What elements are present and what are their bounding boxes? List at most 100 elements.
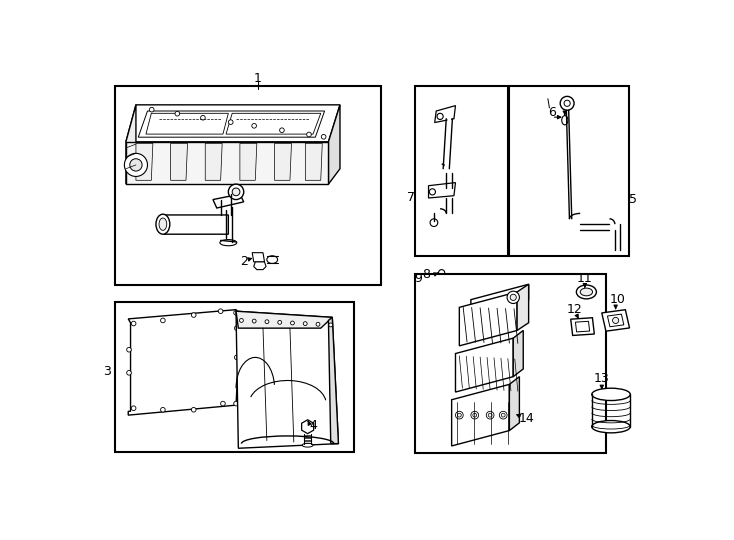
Bar (415, 274, 606, 453)
Circle shape (499, 411, 507, 419)
Circle shape (252, 319, 256, 323)
Polygon shape (471, 284, 528, 315)
Circle shape (291, 321, 294, 325)
Polygon shape (608, 314, 624, 327)
Circle shape (150, 107, 154, 112)
Text: 13: 13 (594, 373, 610, 386)
Circle shape (507, 291, 520, 303)
Circle shape (127, 370, 131, 375)
Circle shape (501, 413, 505, 417)
Circle shape (471, 411, 479, 419)
Circle shape (234, 355, 239, 360)
Circle shape (239, 319, 244, 322)
Circle shape (430, 219, 437, 226)
Circle shape (487, 411, 494, 419)
Circle shape (233, 401, 239, 406)
Text: 1: 1 (254, 72, 261, 85)
Text: 14: 14 (518, 413, 534, 426)
Bar (509, 86, 629, 256)
Text: 10: 10 (609, 293, 625, 306)
Polygon shape (429, 183, 456, 198)
Polygon shape (517, 284, 528, 330)
Circle shape (564, 100, 570, 106)
Text: 8: 8 (422, 268, 430, 281)
Circle shape (457, 413, 461, 417)
Circle shape (613, 318, 619, 323)
Circle shape (560, 96, 574, 110)
Text: 2: 2 (240, 255, 247, 268)
Polygon shape (513, 330, 523, 377)
Circle shape (228, 120, 233, 124)
Text: 6: 6 (548, 106, 556, 119)
Polygon shape (226, 113, 321, 134)
Polygon shape (275, 143, 291, 180)
Circle shape (161, 408, 165, 412)
Circle shape (221, 401, 225, 406)
Bar (415, 86, 508, 256)
Circle shape (307, 132, 311, 137)
Polygon shape (146, 113, 228, 134)
Text: 9: 9 (415, 272, 423, 285)
Polygon shape (254, 262, 266, 269)
Circle shape (232, 188, 240, 195)
Circle shape (265, 320, 269, 323)
Polygon shape (328, 105, 340, 184)
Text: 11: 11 (577, 272, 593, 285)
Polygon shape (451, 384, 509, 446)
Circle shape (234, 326, 239, 330)
Circle shape (303, 322, 307, 326)
Polygon shape (456, 338, 513, 392)
Polygon shape (236, 311, 338, 448)
Circle shape (127, 347, 131, 352)
Polygon shape (236, 311, 333, 328)
Text: 7: 7 (407, 191, 415, 204)
Circle shape (124, 153, 148, 177)
Circle shape (200, 116, 206, 120)
Polygon shape (571, 318, 595, 335)
Polygon shape (126, 142, 328, 184)
Circle shape (131, 406, 136, 410)
Circle shape (280, 128, 284, 132)
Polygon shape (126, 105, 136, 184)
Bar (115, 86, 381, 285)
Polygon shape (163, 215, 228, 234)
Circle shape (161, 318, 165, 323)
Polygon shape (136, 143, 153, 180)
Circle shape (510, 294, 516, 300)
Ellipse shape (580, 288, 592, 296)
Circle shape (175, 111, 180, 116)
Ellipse shape (156, 214, 170, 234)
Circle shape (233, 310, 239, 315)
Ellipse shape (220, 240, 237, 246)
Polygon shape (128, 309, 271, 415)
Polygon shape (302, 420, 313, 434)
Polygon shape (305, 143, 322, 180)
Circle shape (329, 323, 333, 327)
Circle shape (316, 322, 320, 326)
Circle shape (437, 113, 443, 119)
Ellipse shape (302, 443, 313, 447)
Circle shape (192, 408, 196, 412)
Polygon shape (328, 318, 338, 444)
Polygon shape (435, 106, 456, 123)
Ellipse shape (592, 421, 631, 433)
Circle shape (192, 313, 196, 318)
Text: 12: 12 (567, 303, 583, 316)
Circle shape (228, 184, 244, 200)
Circle shape (131, 321, 136, 326)
Polygon shape (170, 143, 187, 180)
Ellipse shape (159, 218, 167, 231)
Circle shape (429, 189, 435, 195)
Polygon shape (240, 143, 257, 180)
Circle shape (488, 413, 492, 417)
Circle shape (456, 411, 463, 419)
Text: 3: 3 (103, 364, 112, 378)
Polygon shape (213, 194, 244, 208)
Circle shape (130, 159, 142, 171)
Circle shape (277, 320, 282, 325)
Polygon shape (459, 292, 517, 346)
Circle shape (438, 269, 445, 276)
Polygon shape (126, 105, 340, 142)
Polygon shape (575, 321, 589, 332)
Polygon shape (138, 111, 324, 137)
